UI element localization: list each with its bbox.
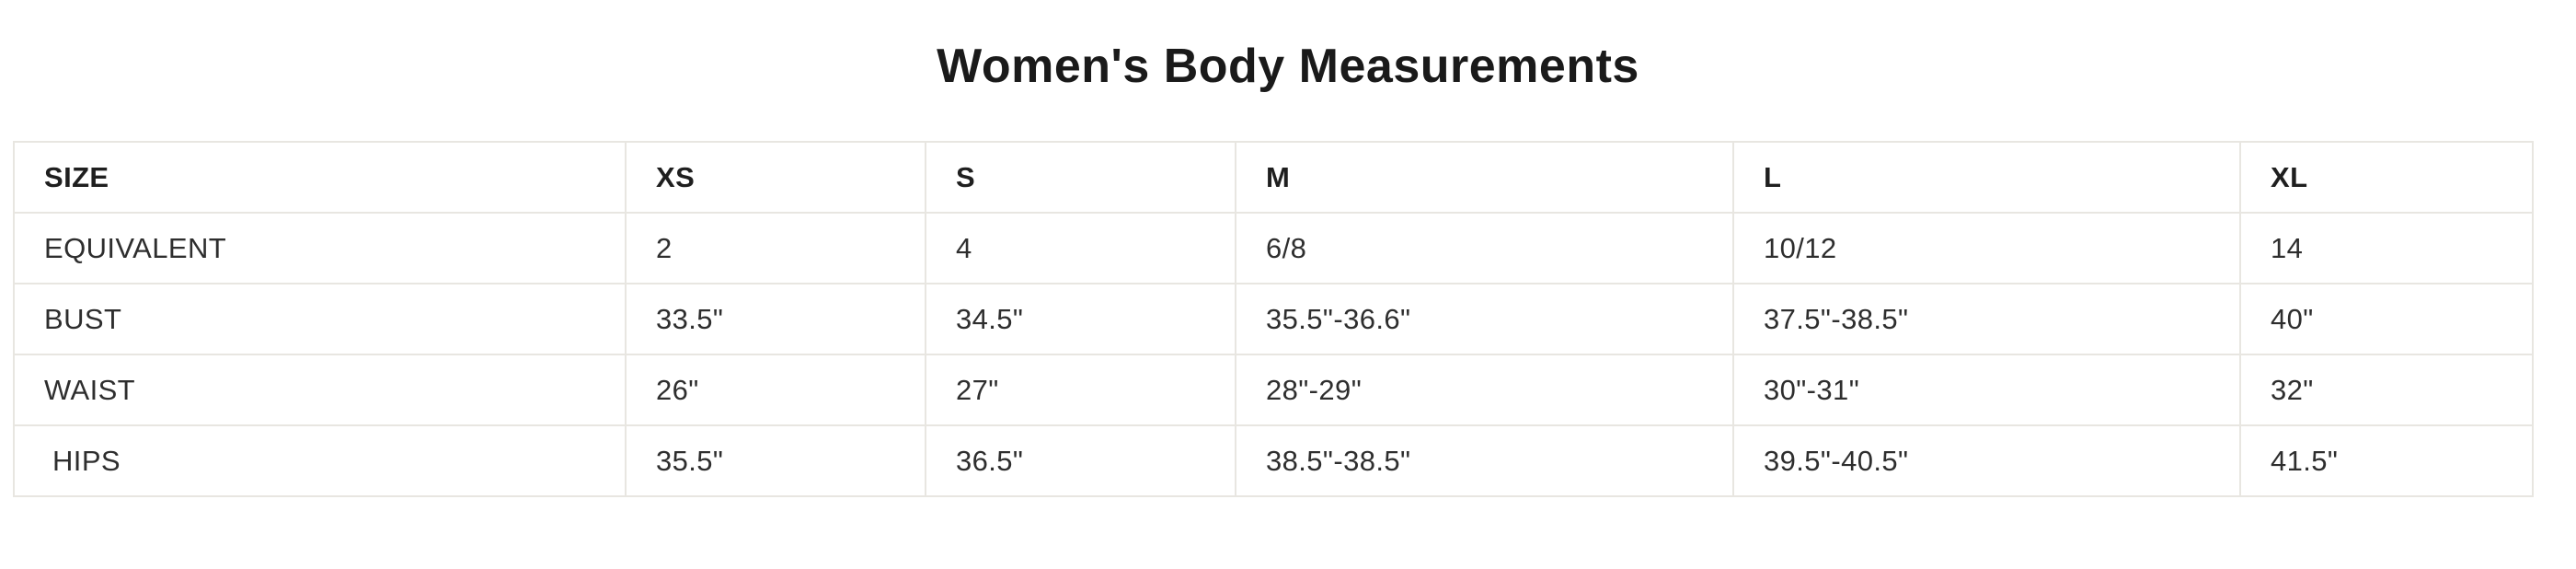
table-row-bust: BUST 33.5" 34.5" 35.5"-36.6" 37.5"-38.5"… [13, 283, 2534, 355]
header-row: SIZE XS S M L XL [13, 141, 2534, 214]
table-row-waist: WAIST 26" 27" 28"-29" 30"-31" 32" [13, 354, 2534, 426]
measurement-cell: 32" [2239, 354, 2534, 426]
measurement-cell: 6/8 [1235, 212, 1734, 284]
measurement-cell: 33.5" [625, 283, 926, 355]
row-label: HIPS [13, 424, 627, 497]
row-label: EQUIVALENT [13, 212, 627, 284]
column-header-m: M [1235, 141, 1734, 214]
column-header-l: L [1732, 141, 2241, 214]
page-title: Women's Body Measurements [937, 40, 1639, 93]
measurement-cell: 35.5" [625, 424, 926, 497]
measurement-cell: 37.5"-38.5" [1732, 283, 2241, 355]
column-header-s: S [925, 141, 1236, 214]
measurement-cell: 36.5" [925, 424, 1236, 497]
row-label: BUST [13, 283, 627, 355]
column-header-size: SIZE [13, 141, 627, 214]
table-row-hips: HIPS 35.5" 36.5" 38.5"-38.5" 39.5"-40.5"… [13, 424, 2534, 497]
measurement-cell: 35.5"-36.6" [1235, 283, 1734, 355]
measurement-cell: 38.5"-38.5" [1235, 424, 1734, 497]
measurement-cell: 10/12 [1732, 212, 2241, 284]
row-label: WAIST [13, 354, 627, 426]
measurement-cell: 2 [625, 212, 926, 284]
table-row-equivalent: EQUIVALENT 2 4 6/8 10/12 14 [13, 212, 2534, 284]
measurement-cell: 28"-29" [1235, 354, 1734, 426]
measurement-cell: 40" [2239, 283, 2534, 355]
column-header-xl: XL [2239, 141, 2534, 214]
measurement-cell: 27" [925, 354, 1236, 426]
measurement-cell: 39.5"-40.5" [1732, 424, 2241, 497]
measurement-cell: 4 [925, 212, 1236, 284]
measurement-cell: 26" [625, 354, 926, 426]
measurement-cell: 14 [2239, 212, 2534, 284]
measurement-cell: 30"-31" [1732, 354, 2241, 426]
measurement-cell: 41.5" [2239, 424, 2534, 497]
measurement-cell: 34.5" [925, 283, 1236, 355]
column-header-xs: XS [625, 141, 926, 214]
measurements-table: SIZE XS S M L XL EQUIVALENT 2 4 6/8 10/1… [13, 141, 2534, 497]
